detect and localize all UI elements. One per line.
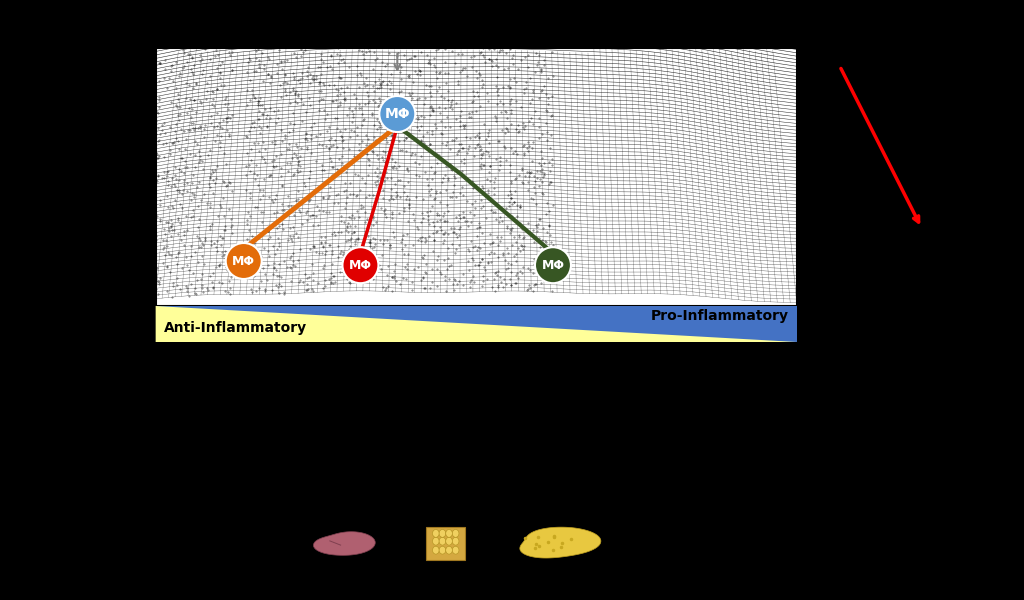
Ellipse shape <box>439 538 445 545</box>
Ellipse shape <box>439 529 445 538</box>
Bar <box>426 527 465 559</box>
Text: MΦ: MΦ <box>542 259 564 272</box>
Text: Anti-Inflammatory: Anti-Inflammatory <box>164 320 307 335</box>
Ellipse shape <box>432 546 439 554</box>
Ellipse shape <box>535 247 571 283</box>
Ellipse shape <box>445 538 453 545</box>
Ellipse shape <box>432 538 439 545</box>
Polygon shape <box>156 306 797 342</box>
Ellipse shape <box>445 546 453 554</box>
Polygon shape <box>520 527 601 558</box>
Bar <box>156 306 797 342</box>
Polygon shape <box>313 532 375 556</box>
Ellipse shape <box>445 529 453 538</box>
Text: Environment: Environment <box>811 80 879 196</box>
Text: Pro-Inflammatory: Pro-Inflammatory <box>650 309 788 323</box>
Ellipse shape <box>225 243 262 279</box>
Ellipse shape <box>432 529 439 538</box>
Text: MΦ: MΦ <box>232 254 255 268</box>
Ellipse shape <box>453 538 459 545</box>
Text: MΦ: MΦ <box>384 107 411 121</box>
Text: MΦ: MΦ <box>349 259 372 272</box>
Ellipse shape <box>453 529 459 538</box>
Ellipse shape <box>379 96 416 132</box>
Bar <box>156 48 797 306</box>
Ellipse shape <box>453 546 459 554</box>
Ellipse shape <box>342 247 379 283</box>
Ellipse shape <box>439 546 445 554</box>
